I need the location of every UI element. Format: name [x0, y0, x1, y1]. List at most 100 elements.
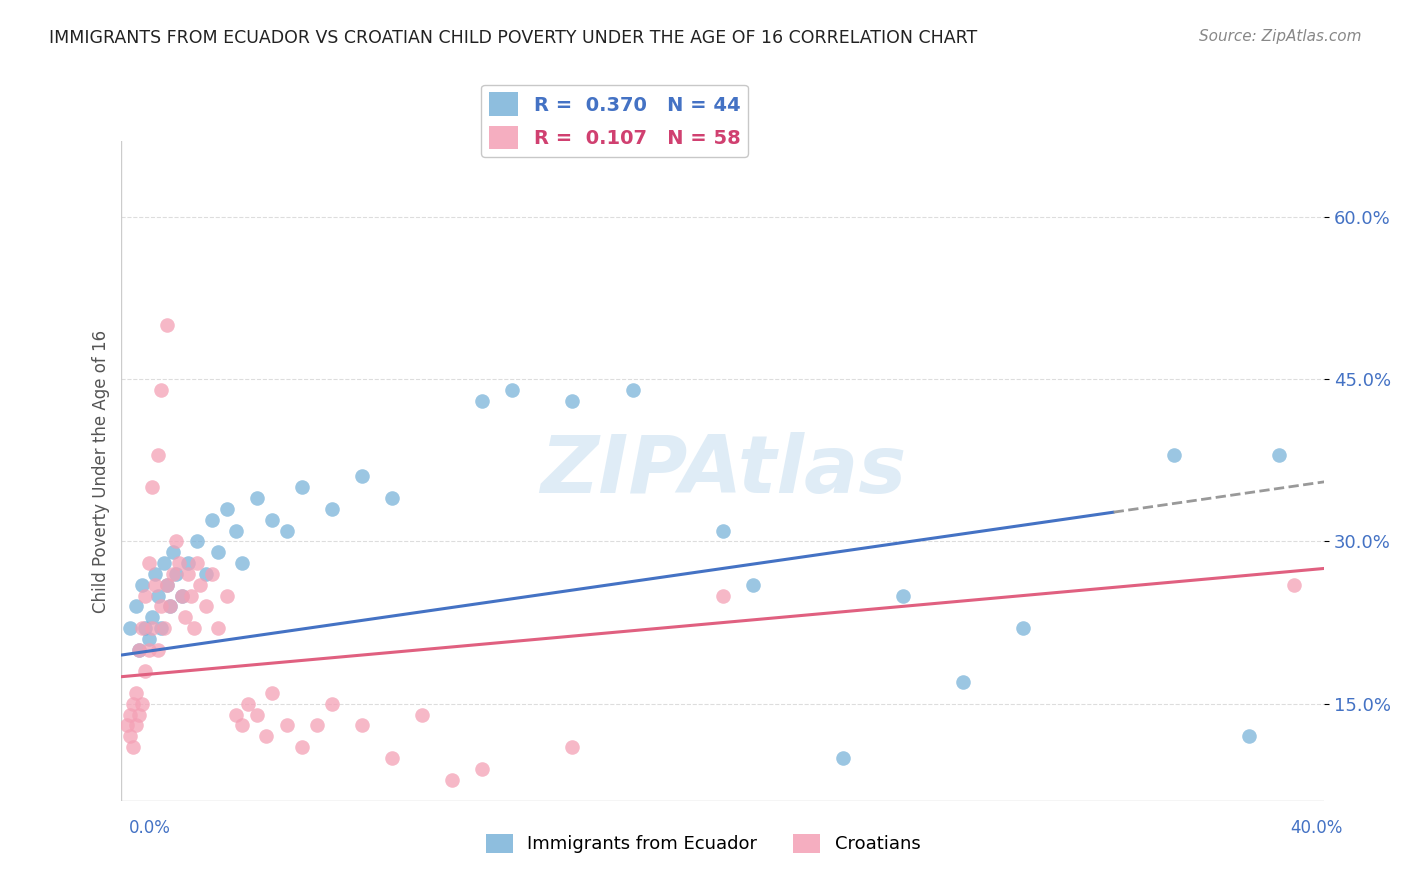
Point	[152, 556, 174, 570]
Legend: Immigrants from Ecuador, Croatians: Immigrants from Ecuador, Croatians	[478, 827, 928, 861]
Point	[561, 393, 583, 408]
Point	[159, 599, 181, 614]
Point	[134, 589, 156, 603]
Point	[146, 642, 169, 657]
Point	[381, 491, 404, 505]
Point	[138, 642, 160, 657]
Point	[170, 589, 193, 603]
Point	[711, 589, 734, 603]
Point	[1282, 577, 1305, 591]
Point	[180, 589, 202, 603]
Point	[131, 697, 153, 711]
Point	[194, 566, 217, 581]
Point	[1237, 729, 1260, 743]
Point	[155, 577, 177, 591]
Point	[128, 642, 150, 657]
Point	[176, 556, 198, 570]
Point	[207, 545, 229, 559]
Point	[321, 697, 343, 711]
Point	[832, 751, 855, 765]
Point	[143, 566, 166, 581]
Point	[141, 621, 163, 635]
Point	[276, 718, 298, 732]
Legend: R =  0.370   N = 44, R =  0.107   N = 58: R = 0.370 N = 44, R = 0.107 N = 58	[481, 85, 748, 157]
Point	[188, 577, 211, 591]
Point	[155, 577, 177, 591]
Point	[125, 599, 148, 614]
Point	[741, 577, 763, 591]
Point	[167, 556, 190, 570]
Point	[131, 577, 153, 591]
Point	[441, 772, 464, 787]
Point	[276, 524, 298, 538]
Point	[152, 621, 174, 635]
Point	[215, 589, 238, 603]
Point	[143, 577, 166, 591]
Point	[149, 621, 172, 635]
Point	[146, 589, 169, 603]
Point	[131, 621, 153, 635]
Point	[173, 610, 195, 624]
Point	[149, 383, 172, 397]
Point	[141, 610, 163, 624]
Point	[146, 448, 169, 462]
Point	[117, 718, 139, 732]
Point	[138, 556, 160, 570]
Point	[128, 707, 150, 722]
Point	[201, 566, 224, 581]
Point	[236, 697, 259, 711]
Point	[215, 502, 238, 516]
Point	[246, 707, 269, 722]
Point	[128, 642, 150, 657]
Point	[162, 566, 184, 581]
Point	[125, 718, 148, 732]
Point	[246, 491, 269, 505]
Point	[561, 740, 583, 755]
Point	[952, 675, 974, 690]
Point	[122, 740, 145, 755]
Point	[1163, 448, 1185, 462]
Point	[471, 762, 494, 776]
Point	[291, 480, 314, 494]
Point	[254, 729, 277, 743]
Point	[207, 621, 229, 635]
Point	[501, 383, 523, 397]
Point	[471, 393, 494, 408]
Text: IMMIGRANTS FROM ECUADOR VS CROATIAN CHILD POVERTY UNDER THE AGE OF 16 CORRELATIO: IMMIGRANTS FROM ECUADOR VS CROATIAN CHIL…	[49, 29, 977, 46]
Point	[141, 480, 163, 494]
Text: ZIPAtlas: ZIPAtlas	[540, 432, 905, 510]
Point	[186, 556, 208, 570]
Point	[260, 686, 283, 700]
Point	[134, 665, 156, 679]
Point	[165, 534, 187, 549]
Point	[891, 589, 914, 603]
Point	[291, 740, 314, 755]
Point	[711, 524, 734, 538]
Y-axis label: Child Poverty Under the Age of 16: Child Poverty Under the Age of 16	[93, 329, 110, 613]
Point	[194, 599, 217, 614]
Point	[183, 621, 205, 635]
Point	[134, 621, 156, 635]
Point	[159, 599, 181, 614]
Point	[186, 534, 208, 549]
Point	[260, 513, 283, 527]
Point	[125, 686, 148, 700]
Point	[122, 697, 145, 711]
Point	[201, 513, 224, 527]
Point	[162, 545, 184, 559]
Text: 40.0%: 40.0%	[1291, 819, 1343, 837]
Point	[305, 718, 328, 732]
Text: 0.0%: 0.0%	[129, 819, 172, 837]
Point	[155, 318, 177, 332]
Point	[321, 502, 343, 516]
Point	[120, 621, 142, 635]
Point	[120, 707, 142, 722]
Point	[621, 383, 644, 397]
Point	[1268, 448, 1291, 462]
Point	[231, 556, 253, 570]
Point	[350, 718, 373, 732]
Point	[138, 632, 160, 646]
Point	[165, 566, 187, 581]
Point	[120, 729, 142, 743]
Point	[225, 524, 247, 538]
